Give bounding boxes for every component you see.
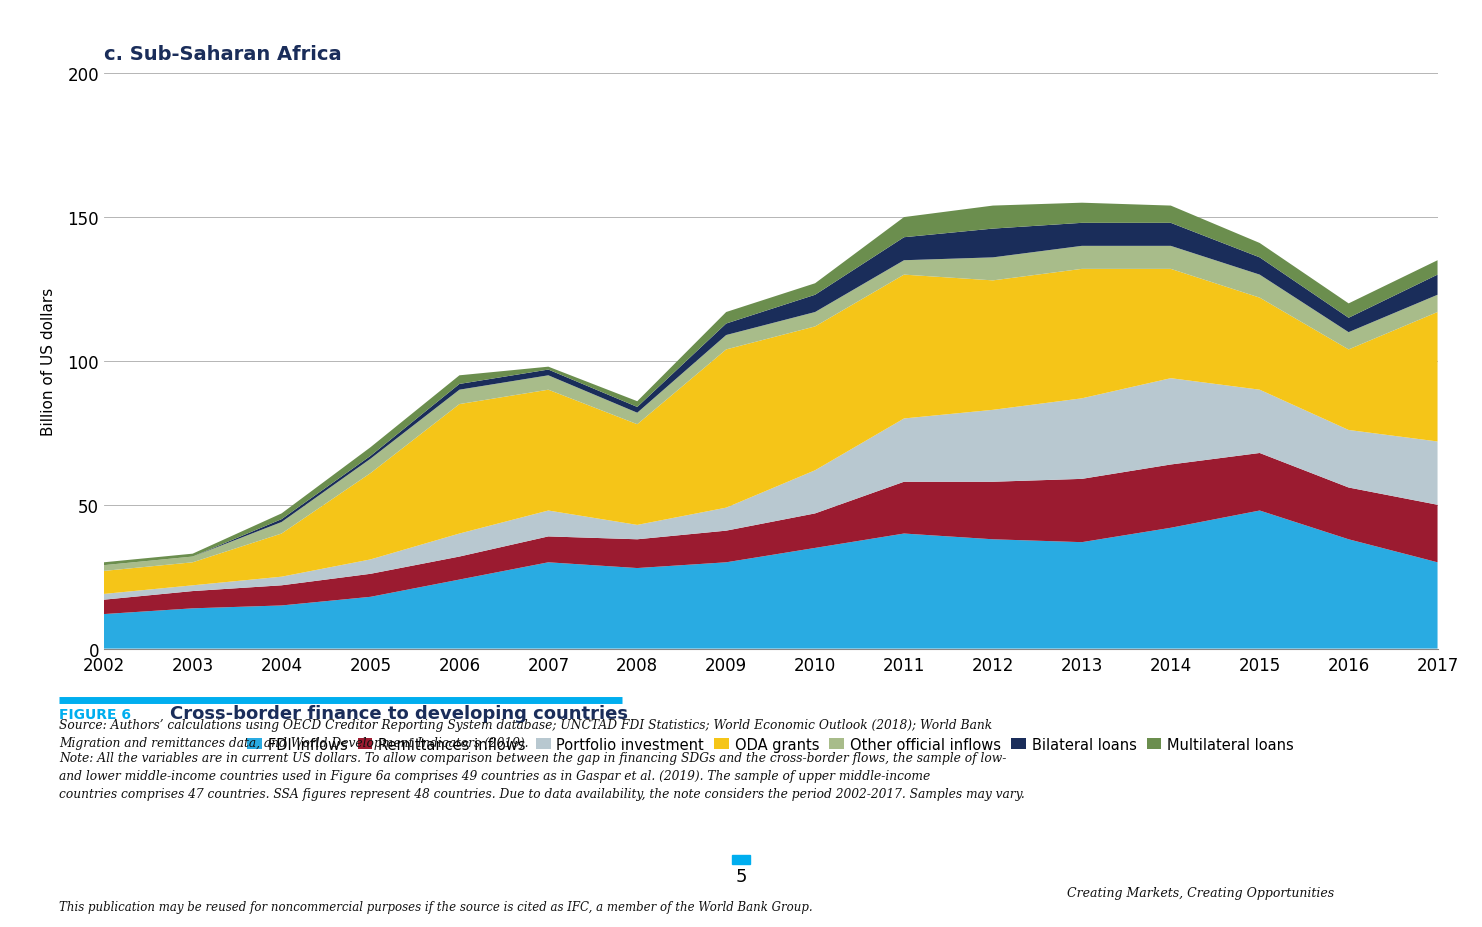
Text: c. Sub-Saharan Africa: c. Sub-Saharan Africa [104, 45, 341, 64]
Text: FIGURE 6: FIGURE 6 [59, 707, 132, 721]
Text: Cross-border finance to developing countries: Cross-border finance to developing count… [170, 705, 628, 722]
Text: Source: Authors’ calculations using OECD Creditor Reporting System database; UNC: Source: Authors’ calculations using OECD… [59, 718, 993, 749]
Text: Creating Markets, Creating Opportunities: Creating Markets, Creating Opportunities [1067, 886, 1334, 899]
Text: Note: All the variables are in current US dollars. To allow comparison between t: Note: All the variables are in current U… [59, 751, 1026, 800]
Text: This publication may be reused for noncommercial purposes if the source is cited: This publication may be reused for nonco… [59, 900, 814, 913]
Y-axis label: Billion of US dollars: Billion of US dollars [41, 287, 56, 436]
Text: 5: 5 [735, 867, 747, 884]
Legend: FDI inflows, Remittances inflows, Portfolio investment, ODA grants, Other offici: FDI inflows, Remittances inflows, Portfo… [242, 730, 1300, 757]
